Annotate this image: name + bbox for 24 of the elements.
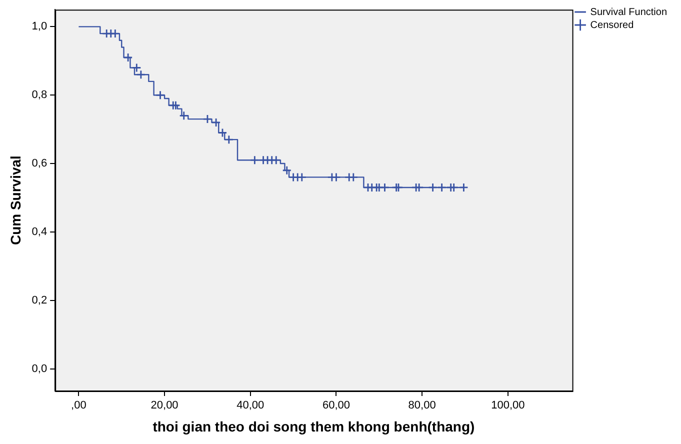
- x-tick-label: 60,00: [322, 400, 350, 412]
- point: [202, 114, 212, 124]
- y-axis-title: Cum Survival: [7, 156, 24, 246]
- legend-label: Survival Function: [590, 6, 668, 18]
- x-tick-label: 20,00: [150, 400, 178, 412]
- x-axis-title: thoi gian theo doi song them khong benh(thang): [152, 418, 475, 434]
- point: [156, 90, 165, 100]
- x-tick-label: ,00: [71, 400, 86, 412]
- y-tick-label: 0,8: [32, 89, 48, 102]
- y-tick-label: 0,6: [32, 158, 48, 170]
- y-tick-label: 1,0: [32, 20, 48, 33]
- y-tick-label: 0,4: [32, 226, 48, 238]
- point: [171, 100, 180, 110]
- y-tick-label: 0,2: [32, 294, 48, 306]
- point: [271, 155, 281, 165]
- x-tick-label: 40,00: [236, 400, 264, 412]
- point: [224, 134, 234, 144]
- y-tick-label: 0,0: [32, 362, 48, 375]
- legend-label: Censored: [590, 20, 634, 31]
- point: [250, 155, 260, 165]
- point: [282, 166, 292, 176]
- x-tick-label: 80,00: [408, 400, 436, 412]
- point: [179, 110, 189, 120]
- x-tick-label: 100,00: [491, 400, 525, 412]
